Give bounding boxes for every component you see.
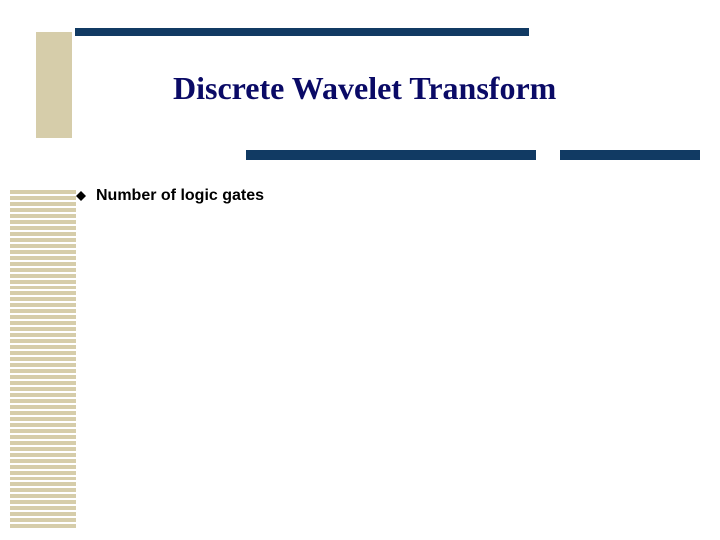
bullet-text: Number of logic gates [96, 187, 264, 205]
slide-title: Discrete Wavelet Transform [173, 70, 556, 107]
decor-top-left-tan-block [36, 32, 72, 138]
slide: Discrete Wavelet Transform Number of log… [0, 0, 720, 540]
diamond-bullet-icon [76, 191, 86, 201]
decor-left-stripes [10, 190, 76, 530]
decor-top-navy-bar [75, 28, 529, 36]
decor-mid-navy-bar-left [246, 150, 536, 160]
bullet-row: Number of logic gates [76, 187, 264, 205]
decor-mid-navy-bar-right [560, 150, 700, 160]
